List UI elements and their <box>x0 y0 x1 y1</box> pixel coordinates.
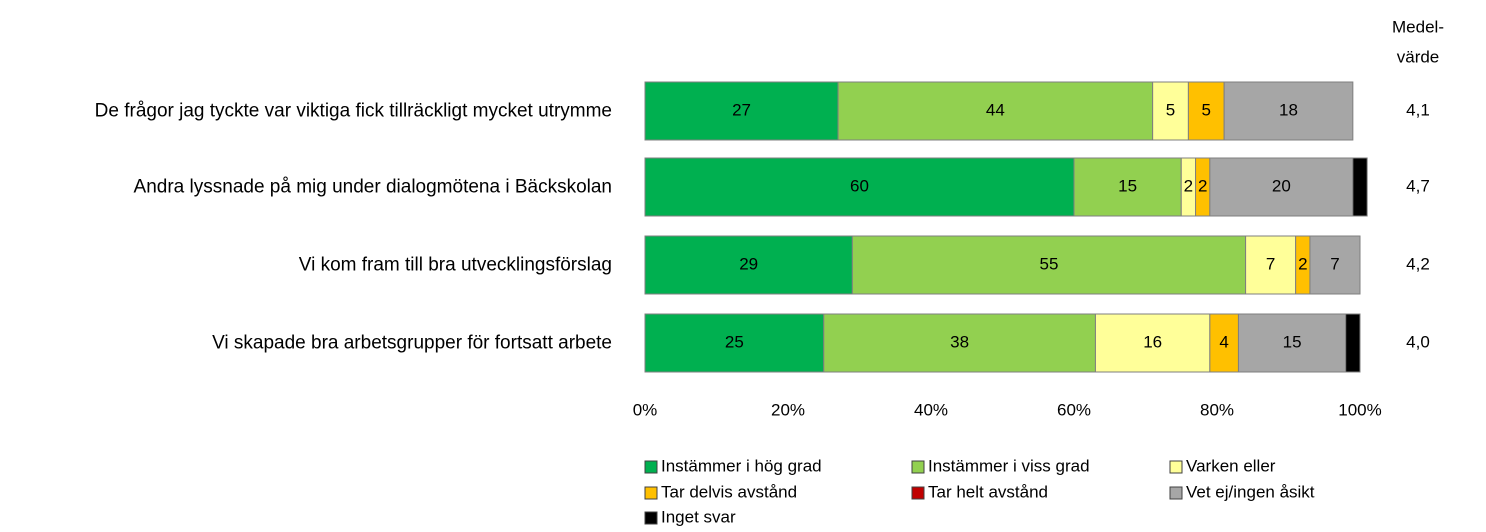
bar-segment <box>1073 157 1182 217</box>
data-label: 20 <box>1272 176 1291 195</box>
bar-segment <box>1309 235 1361 295</box>
x-tick-label: 80% <box>1200 400 1234 419</box>
x-tick-label: 40% <box>914 400 948 419</box>
data-label: 2 <box>1355 176 1364 195</box>
bar-segment <box>1094 313 1211 373</box>
legend-swatch <box>1169 460 1183 474</box>
bar-segment <box>1345 313 1361 373</box>
legend-swatch <box>644 511 658 525</box>
data-label: 7 <box>1330 254 1339 273</box>
bar-segment <box>837 81 1154 141</box>
bar-segment <box>1209 313 1239 373</box>
x-tick-label: 20% <box>771 400 805 419</box>
category-label: Vi kom fram till bra utvecklingsförslag <box>298 254 612 276</box>
mean-title: Medel- <box>1392 17 1444 36</box>
data-label: 2 <box>1184 176 1193 195</box>
x-tick-label: 60% <box>1057 400 1091 419</box>
bar-segment <box>823 313 1096 373</box>
data-label: 15 <box>1283 332 1302 351</box>
legend-label: Varken eller <box>1186 456 1276 475</box>
data-label: 2 <box>1348 332 1357 351</box>
bar-segment <box>1237 313 1347 373</box>
data-label: 55 <box>1040 254 1059 273</box>
bar-segment <box>1187 81 1225 141</box>
legend-swatch <box>644 460 658 474</box>
bar-segment <box>1352 157 1368 217</box>
legend-label: Vet ej/ingen åsikt <box>1186 482 1315 501</box>
legend-swatch <box>644 486 658 500</box>
data-label: 5 <box>1202 100 1211 119</box>
x-tick-label: 100% <box>1338 400 1381 419</box>
bar-segment <box>1209 157 1354 217</box>
legend-label: Instämmer i hög grad <box>661 456 822 475</box>
x-tick-label: 0% <box>633 400 658 419</box>
legend-swatch <box>911 460 925 474</box>
bar-segment <box>1223 81 1354 141</box>
mean-title: värde <box>1397 47 1440 66</box>
mean-value: 4,1 <box>1406 100 1430 119</box>
legend-label: Instämmer i viss grad <box>928 456 1090 475</box>
legend-label: Tar helt avstånd <box>928 482 1048 501</box>
mean-value: 4,0 <box>1406 332 1430 351</box>
data-label: 5 <box>1166 100 1175 119</box>
mean-value: 4,7 <box>1406 176 1430 195</box>
data-label: 16 <box>1143 332 1162 351</box>
data-label: 15 <box>1118 176 1137 195</box>
bar-segment <box>1245 235 1297 295</box>
legend-swatch <box>1169 486 1183 500</box>
data-label: 38 <box>950 332 969 351</box>
data-label: 44 <box>986 100 1005 119</box>
data-label: 27 <box>732 100 751 119</box>
data-label: 7 <box>1266 254 1275 273</box>
category-label: Andra lyssnade på mig under dialogmötena… <box>133 176 612 198</box>
legend-label: Inget svar <box>661 507 736 526</box>
data-label: 2 <box>1198 176 1207 195</box>
bar-segment <box>851 235 1247 295</box>
data-label: 60 <box>850 176 869 195</box>
category-label: Vi skapade bra arbetsgrupper för fortsat… <box>212 332 612 354</box>
legend-label: Tar delvis avstånd <box>661 482 797 501</box>
legend-swatch <box>911 486 925 500</box>
data-label: 29 <box>739 254 758 273</box>
data-label: 18 <box>1279 100 1298 119</box>
category-label: De frågor jag tyckte var viktiga fick ti… <box>94 100 612 122</box>
data-label: 25 <box>725 332 744 351</box>
data-label: 4 <box>1219 332 1228 351</box>
bar-segment <box>644 235 853 295</box>
bar-segment <box>644 81 839 141</box>
data-label: 2 <box>1298 254 1307 273</box>
bar-segment <box>644 157 1075 217</box>
mean-value: 4,2 <box>1406 254 1430 273</box>
bar-segment <box>1152 81 1189 141</box>
